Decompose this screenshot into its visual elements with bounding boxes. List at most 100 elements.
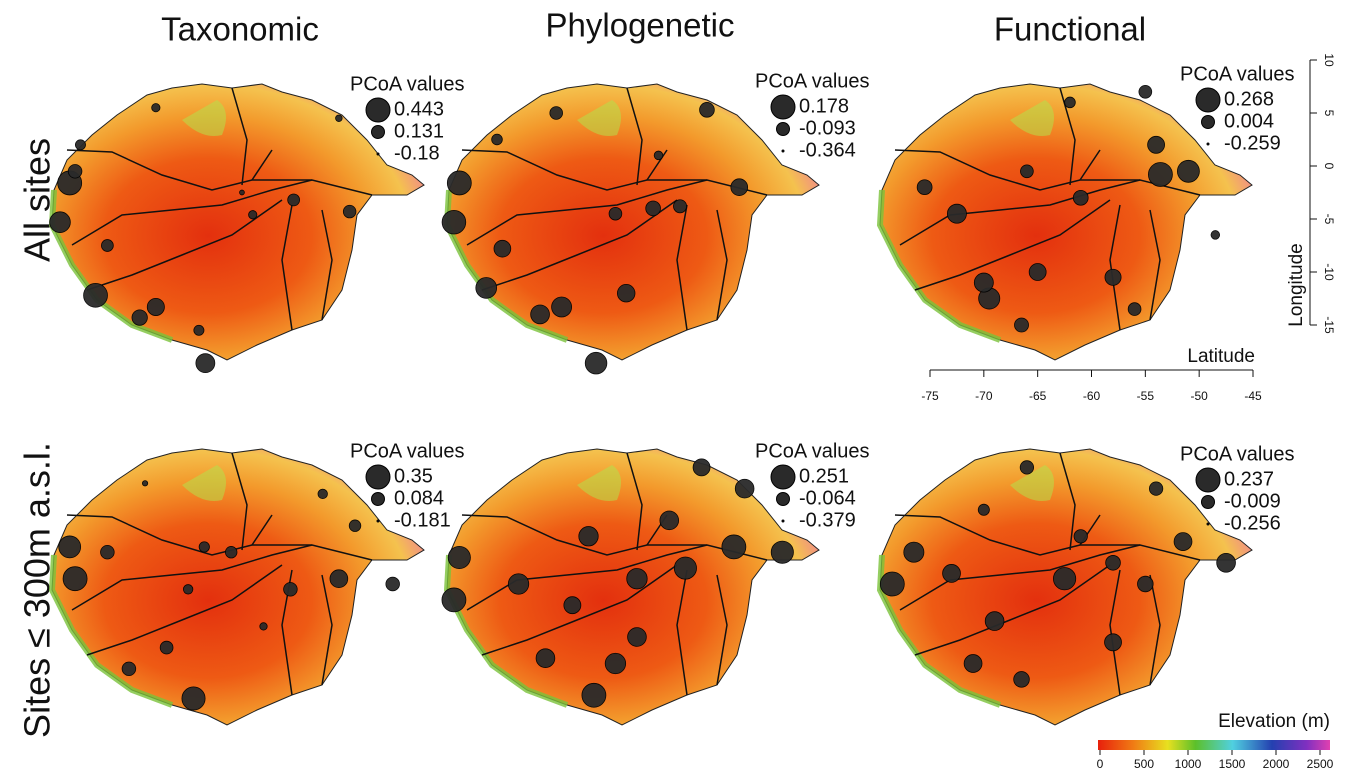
site-point <box>1105 634 1122 651</box>
map-panel <box>442 449 819 725</box>
site-point <box>654 151 663 160</box>
column-title: Functional <box>994 11 1146 48</box>
site-point <box>552 297 572 317</box>
site-point <box>722 535 746 559</box>
legend-symbol <box>366 465 390 489</box>
legend-symbol <box>1196 468 1220 492</box>
site-point <box>880 572 904 596</box>
site-point <box>196 354 215 373</box>
basin-map <box>880 84 1252 360</box>
site-point <box>917 180 932 195</box>
legend-label: 0.443 <box>394 98 444 120</box>
basin-map <box>52 84 424 360</box>
site-point <box>142 481 147 486</box>
site-point <box>160 641 173 654</box>
site-point <box>494 240 511 257</box>
site-point <box>63 567 87 591</box>
legend-symbol <box>1202 116 1215 129</box>
site-point <box>1074 530 1087 543</box>
site-point <box>646 201 661 216</box>
site-point <box>75 140 85 150</box>
site-point <box>627 568 647 588</box>
site-point <box>1148 136 1165 153</box>
site-point <box>1211 231 1220 240</box>
column-title: Phylogenetic <box>546 7 735 44</box>
x-axis-title: Latitude <box>1187 346 1255 367</box>
site-point <box>68 164 82 178</box>
site-point <box>1128 303 1141 316</box>
site-point <box>1149 482 1162 495</box>
legend-symbol <box>771 465 795 489</box>
site-point <box>152 104 160 112</box>
site-point <box>249 211 257 219</box>
site-point <box>700 102 715 117</box>
legend-symbol <box>777 123 790 136</box>
legend-title: PCoA values <box>755 440 870 462</box>
site-point <box>673 200 686 213</box>
site-point <box>343 205 356 218</box>
site-point <box>660 511 679 530</box>
x-tick-label: -60 <box>1083 389 1101 403</box>
site-point <box>579 527 598 546</box>
y-tick-label: 5 <box>1322 110 1336 117</box>
map-panel <box>442 84 819 374</box>
y-tick-label: 0 <box>1322 163 1336 170</box>
legend-title: PCoA values <box>1180 443 1295 465</box>
site-point <box>964 655 982 673</box>
legend-label: 0.131 <box>394 120 444 142</box>
site-point <box>1065 97 1076 108</box>
legend-label: -0.18 <box>394 142 440 164</box>
legend-title: PCoA values <box>1180 63 1295 85</box>
colorbar-tick-label: 2000 <box>1263 757 1290 771</box>
site-point <box>1217 553 1236 572</box>
site-point <box>132 310 147 325</box>
site-point <box>985 612 1004 631</box>
legend-label: 0.178 <box>799 95 849 117</box>
site-point <box>1014 672 1030 688</box>
legend-label: -0.364 <box>799 139 856 161</box>
site-point <box>628 628 647 647</box>
site-point <box>1029 264 1046 281</box>
legend-label: 0.004 <box>1224 110 1274 132</box>
site-point <box>1106 555 1121 570</box>
x-tick-label: -65 <box>1029 389 1047 403</box>
x-tick-label: -45 <box>1244 389 1262 403</box>
site-point <box>349 520 361 532</box>
colorbar-tick-label: 500 <box>1134 757 1154 771</box>
legend-symbol <box>1196 88 1220 112</box>
legend-symbol <box>1201 495 1214 508</box>
y-tick-label: 10 <box>1322 53 1336 67</box>
legend-symbol <box>771 95 795 119</box>
site-point <box>182 687 205 710</box>
site-point <box>330 570 348 588</box>
site-point <box>605 653 625 673</box>
site-point <box>735 479 754 498</box>
site-point <box>771 541 793 563</box>
legend-label: 0.251 <box>799 465 849 487</box>
colorbar-tick-label: 2500 <box>1307 757 1334 771</box>
legend-symbol <box>782 520 784 522</box>
y-tick-label: -10 <box>1322 263 1336 281</box>
site-point <box>1020 165 1033 178</box>
y-tick-label: -5 <box>1322 214 1336 225</box>
site-point <box>448 546 470 568</box>
site-point <box>582 683 606 707</box>
site-point <box>508 574 528 594</box>
legend-label: -0.256 <box>1224 512 1281 534</box>
map-panel <box>880 84 1252 360</box>
legend-symbol <box>377 153 379 155</box>
site-point <box>1138 576 1154 592</box>
colorbar-tick-label: 1500 <box>1219 757 1246 771</box>
site-point <box>476 277 497 298</box>
legend-symbol <box>782 150 784 152</box>
site-point <box>674 557 696 579</box>
site-point <box>1073 190 1088 205</box>
x-tick-label: -75 <box>921 389 939 403</box>
map-panel <box>52 449 424 725</box>
site-point <box>447 171 471 195</box>
legend-label: 0.237 <box>1224 468 1274 490</box>
site-point <box>609 207 622 220</box>
site-point <box>101 545 115 559</box>
legend-symbol <box>372 126 385 139</box>
colorbar <box>1098 740 1330 750</box>
